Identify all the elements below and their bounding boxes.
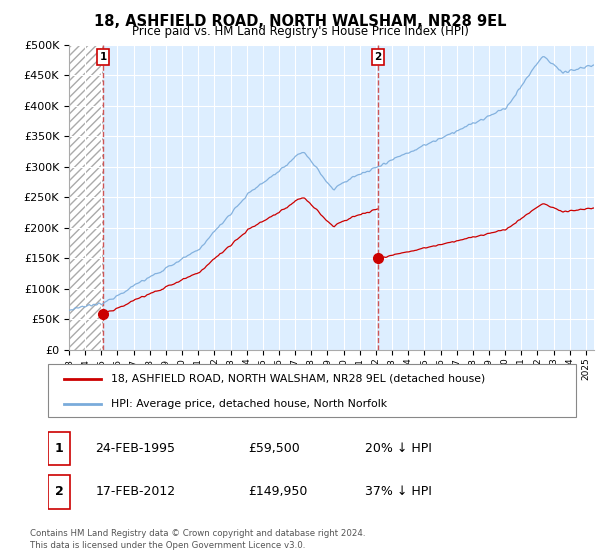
Bar [69,45,103,350]
Text: 20% ↓ HPI: 20% ↓ HPI [365,442,431,455]
Text: 24-FEB-1995: 24-FEB-1995 [95,442,176,455]
Text: 2: 2 [55,485,64,498]
Text: £149,950: £149,950 [248,485,308,498]
Text: Contains HM Land Registry data © Crown copyright and database right 2024.
This d: Contains HM Land Registry data © Crown c… [30,529,365,550]
Text: 1: 1 [55,442,64,455]
Text: 18, ASHFIELD ROAD, NORTH WALSHAM, NR28 9EL (detached house): 18, ASHFIELD ROAD, NORTH WALSHAM, NR28 9… [112,374,485,384]
FancyBboxPatch shape [48,475,70,508]
Text: 18, ASHFIELD ROAD, NORTH WALSHAM, NR28 9EL: 18, ASHFIELD ROAD, NORTH WALSHAM, NR28 9… [94,14,506,29]
Text: 1: 1 [100,52,107,62]
Text: 17-FEB-2012: 17-FEB-2012 [95,485,176,498]
Text: HPI: Average price, detached house, North Norfolk: HPI: Average price, detached house, Nort… [112,399,388,409]
Text: 37% ↓ HPI: 37% ↓ HPI [365,485,431,498]
Text: Price paid vs. HM Land Registry's House Price Index (HPI): Price paid vs. HM Land Registry's House … [131,25,469,38]
Text: £59,500: £59,500 [248,442,301,455]
FancyBboxPatch shape [48,364,576,417]
FancyBboxPatch shape [48,432,70,465]
Text: 2: 2 [374,52,382,62]
